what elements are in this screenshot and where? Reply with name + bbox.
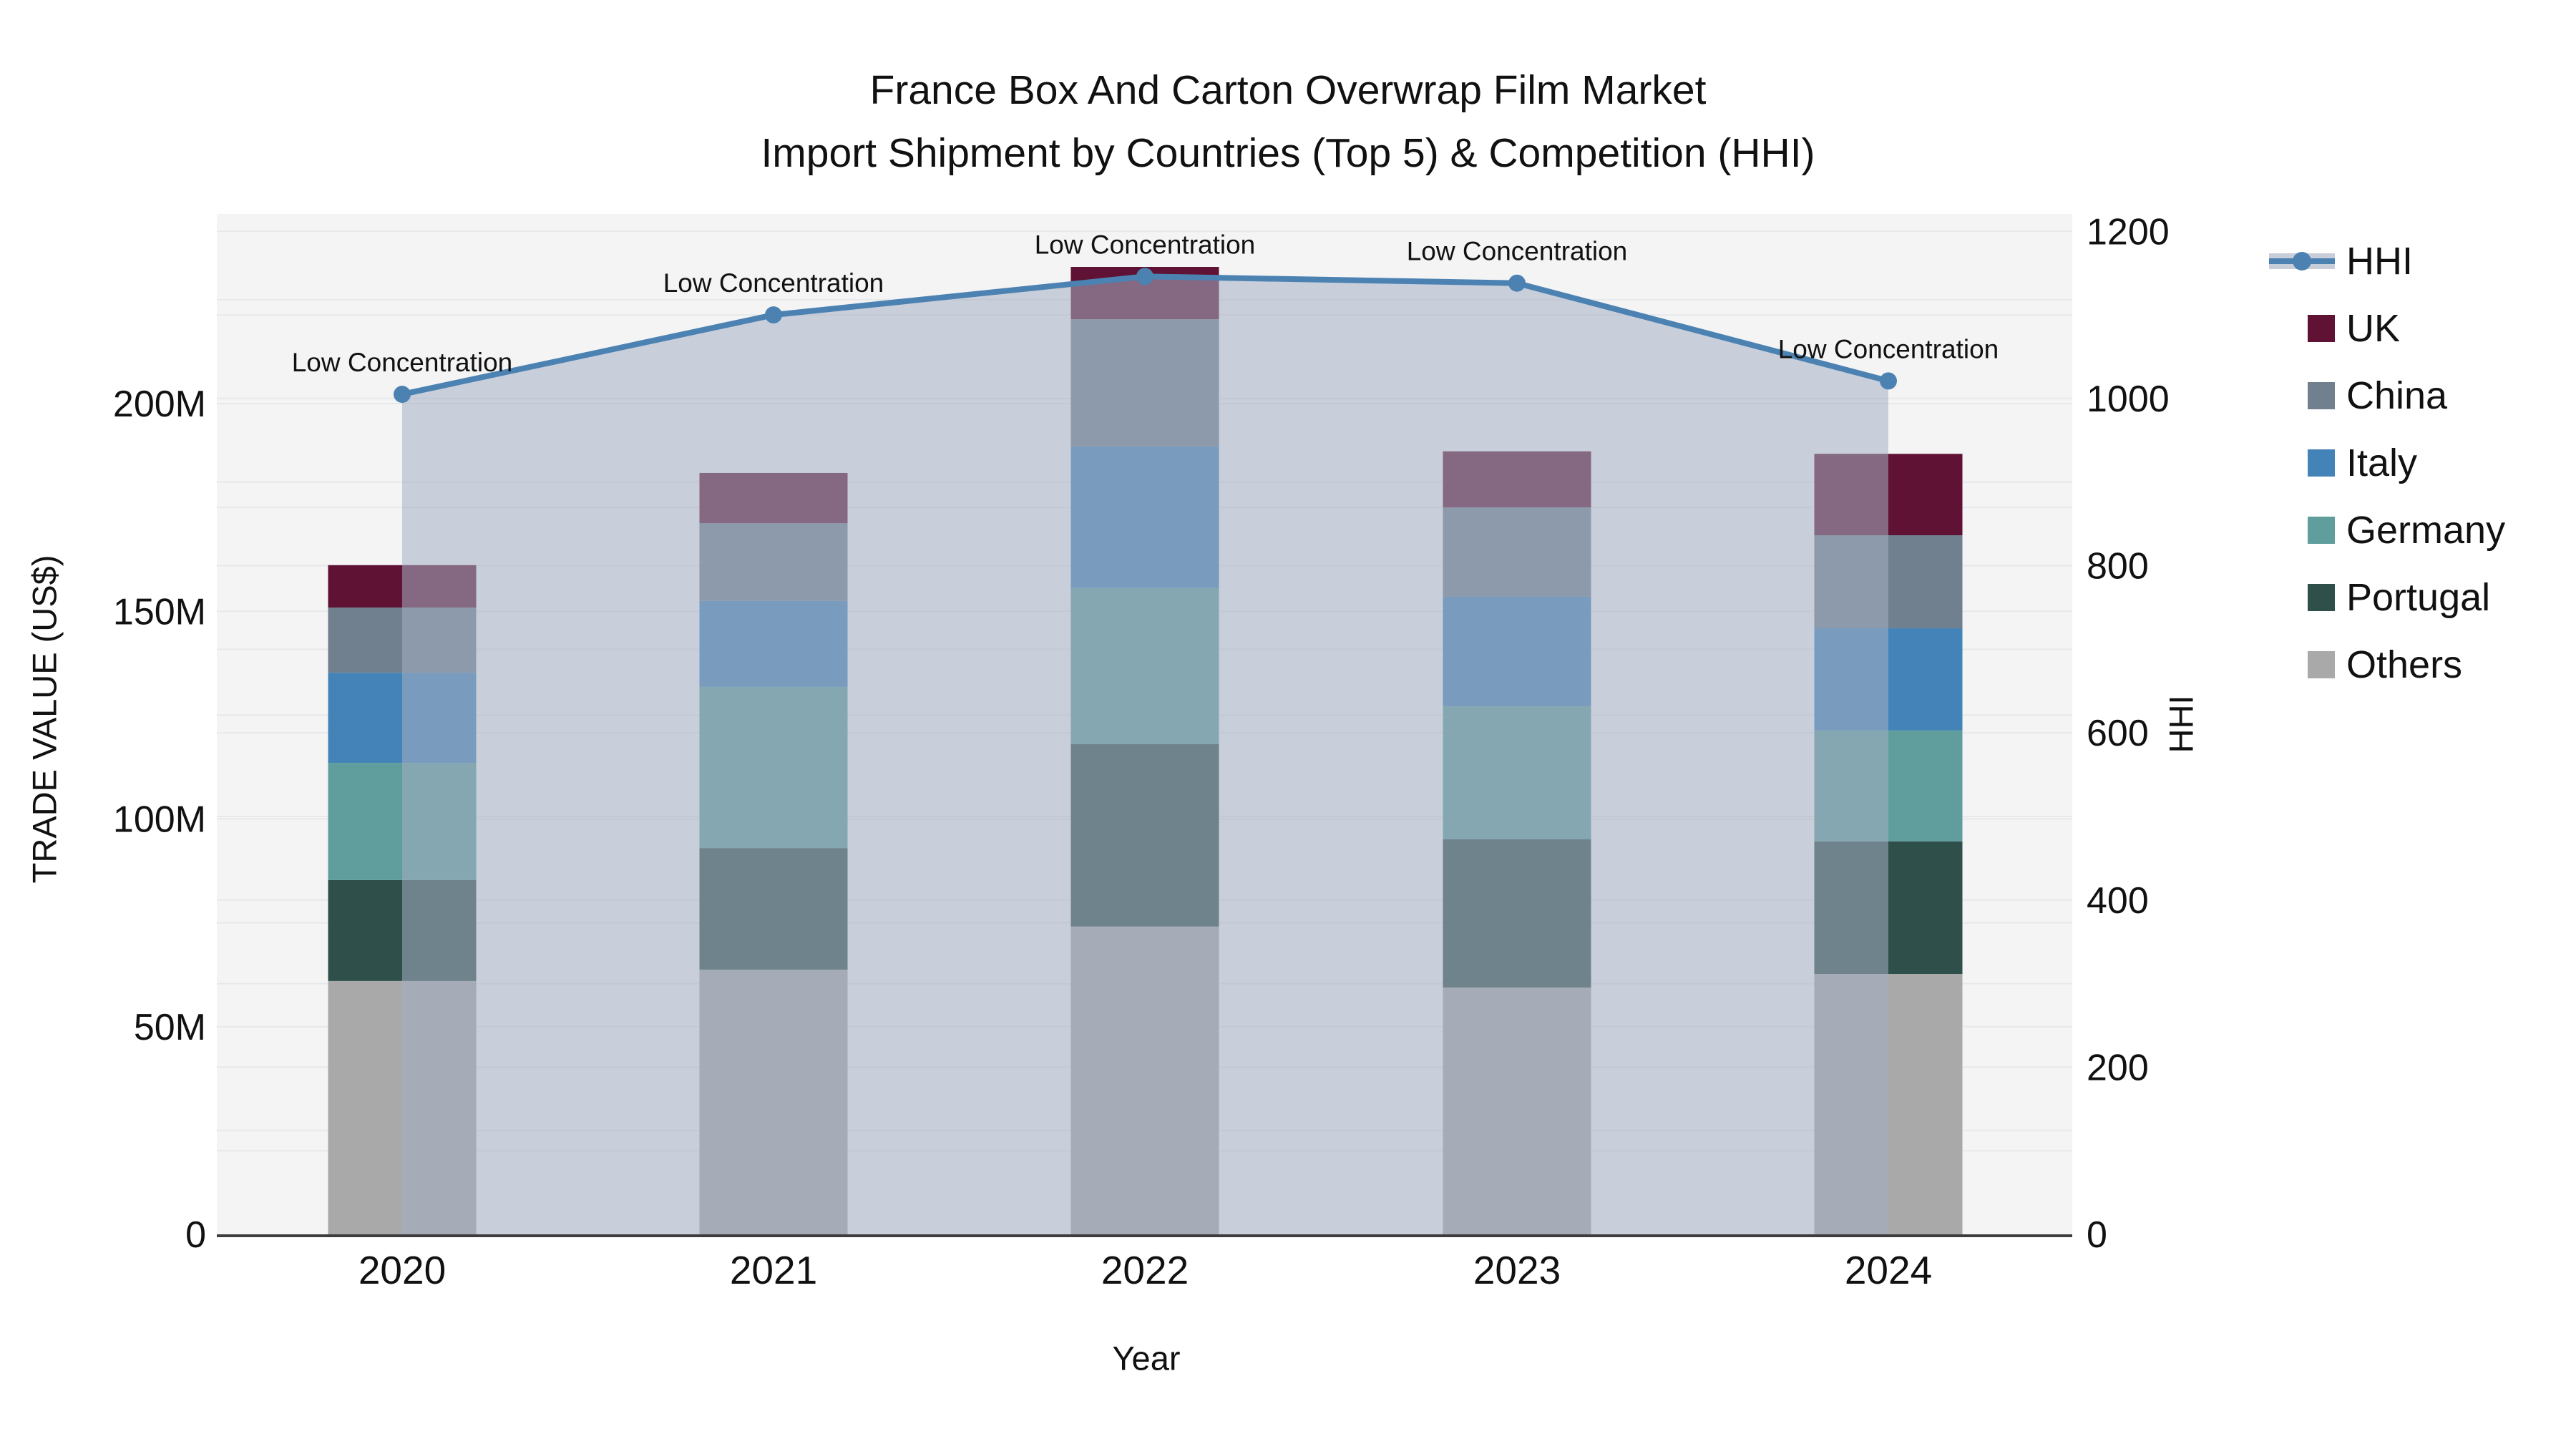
legend-swatch-icon — [2269, 517, 2335, 544]
annotation-2021: Low Concentration — [663, 268, 884, 298]
legend-item-uk[interactable]: UK — [2269, 295, 2505, 362]
left-tick-0: 0 — [185, 1214, 206, 1256]
legend-item-italy[interactable]: Italy — [2269, 429, 2505, 497]
right-tick-1000: 1000 — [2087, 379, 2170, 420]
legend-label: Germany — [2346, 509, 2506, 552]
legend: HHI UK China Italy Germany Portugal Others — [2269, 228, 2505, 698]
legend-item-hhi[interactable]: HHI — [2269, 228, 2505, 295]
legend-swatch-icon — [2269, 449, 2335, 477]
x-tick-2021[interactable]: 2021 — [730, 1248, 817, 1292]
legend-label: China — [2346, 374, 2448, 417]
legend-item-germany[interactable]: Germany — [2269, 497, 2505, 564]
chart-title: France Box And Carton Overwrap Film Mark… — [0, 59, 2576, 185]
legend-item-portugal[interactable]: Portugal — [2269, 564, 2505, 631]
left-tick-100M: 100M — [113, 799, 206, 841]
legend-label: HHI — [2346, 240, 2413, 283]
right-tick-600: 600 — [2087, 713, 2149, 754]
hhi-marker-2020[interactable] — [394, 386, 411, 404]
right-tick-400: 400 — [2087, 880, 2149, 922]
x-tick-2024[interactable]: 2024 — [1845, 1248, 1932, 1292]
x-axis-title: Year — [1112, 1339, 1181, 1377]
x-tick-2022[interactable]: 2022 — [1101, 1248, 1189, 1292]
legend-item-others[interactable]: Others — [2269, 631, 2505, 698]
left-tick-200M: 200M — [113, 384, 206, 425]
hhi-marker-2022[interactable] — [1136, 268, 1153, 286]
x-tick-2020[interactable]: 2020 — [358, 1248, 446, 1292]
hhi-marker-2021[interactable] — [765, 306, 782, 324]
right-tick-0: 0 — [2087, 1214, 2107, 1256]
annotation-2023: Low Concentration — [1407, 237, 1628, 266]
left-tick-150M: 150M — [113, 591, 206, 633]
legend-label: Others — [2346, 643, 2463, 686]
legend-label: UK — [2346, 307, 2401, 350]
hhi-marker-2023[interactable] — [1508, 274, 1526, 292]
annotation-2024: Low Concentration — [1778, 334, 1999, 364]
legend-swatch-icon — [2269, 315, 2335, 342]
hhi-area-fill — [402, 276, 1888, 1234]
legend-swatch-icon — [2269, 382, 2335, 409]
chart-title-line1: France Box And Carton Overwrap Film Mark… — [869, 67, 1707, 113]
right-tick-1200: 1200 — [2087, 211, 2170, 253]
legend-swatch-icon — [2269, 584, 2335, 611]
legend-swatch-icon — [2269, 651, 2335, 678]
right-tick-800: 800 — [2087, 546, 2149, 587]
x-tick-2023[interactable]: 2023 — [1473, 1248, 1561, 1292]
hhi-line-swatch-icon — [2269, 245, 2335, 277]
right-axis-title: HHI — [2162, 695, 2200, 753]
legend-label: Portugal — [2346, 576, 2491, 619]
annotation-2020: Low Concentration — [292, 348, 513, 377]
legend-item-china[interactable]: China — [2269, 362, 2505, 429]
legend-label: Italy — [2346, 441, 2418, 484]
hhi-marker-2024[interactable] — [1880, 372, 1897, 390]
left-tick-50M: 50M — [134, 1007, 206, 1048]
chart-title-line2: Import Shipment by Countries (Top 5) & C… — [761, 130, 1815, 176]
left-axis-title: TRADE VALUE (US$) — [25, 555, 64, 884]
right-tick-200: 200 — [2087, 1047, 2149, 1088]
annotation-2022: Low Concentration — [1035, 230, 1256, 259]
